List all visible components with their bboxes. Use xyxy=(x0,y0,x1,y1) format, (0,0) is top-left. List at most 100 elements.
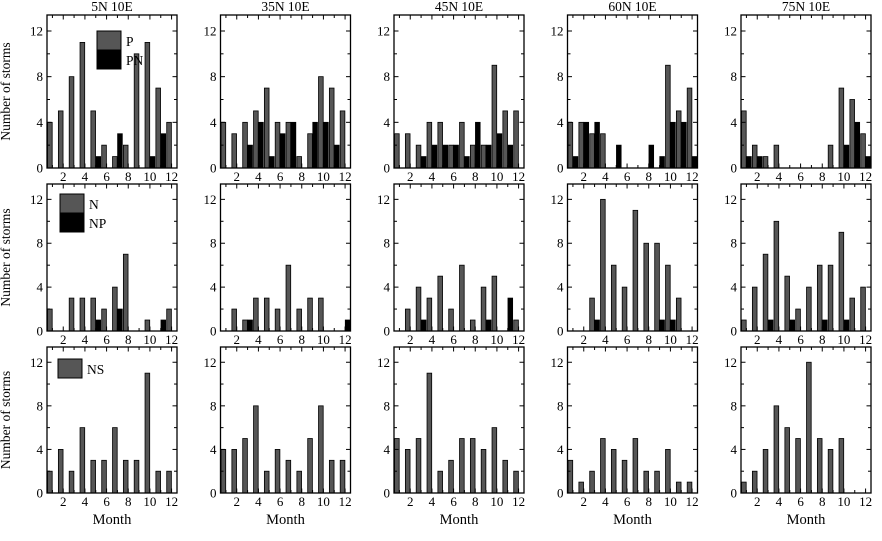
y-tick-label-r3c3-0: 0 xyxy=(384,486,391,501)
x-tick-label-r2c3-2: 2 xyxy=(407,332,414,347)
bar-r1c5-P-month4 xyxy=(773,144,780,169)
x-tick-label-r2c5-6: 6 xyxy=(797,332,804,347)
x-tick-label-r1c3-10: 10 xyxy=(490,169,503,184)
x-tick-label-r2c1-6: 6 xyxy=(103,332,110,347)
x-tick-label-r3c5-2: 2 xyxy=(754,494,761,509)
bar-r3c5-NS-month8 xyxy=(816,438,823,494)
x-tick-label-r3c3-10: 10 xyxy=(490,494,503,509)
y-tick-label-r3c4-8: 8 xyxy=(557,398,564,413)
x-tick-label-r2c2-4: 4 xyxy=(255,332,262,347)
bar-r2c3-N-month3 xyxy=(415,286,422,332)
bar-r2c2-N-month3 xyxy=(242,319,248,332)
bar-r1c3-PN-month4 xyxy=(431,144,438,169)
y-tick-label-r2c5-12: 12 xyxy=(724,192,737,207)
legend-swatch-NP xyxy=(59,212,85,233)
axes-frame-r2c5 xyxy=(740,183,872,332)
bar-r3c5-NS-month3 xyxy=(762,449,769,494)
x-tick-label-r1c4-12: 12 xyxy=(686,169,699,184)
bar-r3c1-NS-month7 xyxy=(112,427,118,494)
y-tick-label-r2c4-12: 12 xyxy=(551,192,564,207)
bar-r2c3-NP-month9 xyxy=(485,319,492,332)
axes-frame-r3c5 xyxy=(740,346,872,494)
y-tick-label-r3c5-8: 8 xyxy=(731,398,738,413)
bar-r1c4-PN-month2 xyxy=(583,121,590,169)
bar-r2c1-N-month6 xyxy=(101,308,107,332)
x-tick-label-r1c2-8: 8 xyxy=(299,169,306,184)
bar-r3c1-NS-month8 xyxy=(122,459,129,494)
y-tick-label-r1c3-8: 8 xyxy=(384,69,391,84)
y-tick-label-r3c2-4: 4 xyxy=(210,442,217,457)
y-tick-label-r2c1-4: 4 xyxy=(37,280,44,295)
bar-r2c5-N-month4 xyxy=(773,220,780,332)
bar-r2c1-N-month10 xyxy=(144,319,151,332)
bar-r1c4-PN-month11 xyxy=(681,121,687,169)
bar-r2c3-N-month4 xyxy=(426,297,433,332)
bar-r1c1-P-month2 xyxy=(57,110,64,169)
y-tick-label-r2c3-8: 8 xyxy=(384,236,391,251)
bar-r1c2-P-month8 xyxy=(296,156,302,169)
bar-r1c2-P-month5 xyxy=(263,87,270,169)
bar-r2c3-N-month10 xyxy=(491,275,498,332)
y-tick-label-r3c5-0: 0 xyxy=(731,486,738,501)
y-tick-label-r1c3-4: 4 xyxy=(384,115,391,130)
bar-r1c2-PN-month9 xyxy=(312,121,318,169)
bar-r2c4-NP-month3 xyxy=(594,319,600,332)
bar-r1c3-PN-month9 xyxy=(485,144,492,169)
y-tick-label-r3c3-8: 8 xyxy=(384,398,391,413)
bar-r2c1-N-month12 xyxy=(166,308,172,332)
column-title-35n-10e: 35N 10E xyxy=(261,0,309,14)
bar-r2c1-N-month1 xyxy=(47,308,53,332)
x-tick-label-r3c3-8: 8 xyxy=(472,494,479,509)
bar-r2c4-N-month5 xyxy=(610,264,617,332)
bar-r2c5-N-month2 xyxy=(751,286,758,332)
bar-r1c4-P-month3 xyxy=(589,133,595,169)
bar-r1c5-P-month9 xyxy=(827,144,834,169)
bar-r2c5-N-month5 xyxy=(784,275,790,332)
y-tick-label-r1c2-0: 0 xyxy=(210,161,217,176)
bar-r2c3-N-month5 xyxy=(437,275,443,332)
y-tick-label-r2c2-4: 4 xyxy=(210,280,217,295)
y-axis-title-row3: Number of storms xyxy=(0,371,13,469)
column-title-60n-10e: 60N 10E xyxy=(608,0,656,14)
x-tick-label-r3c5-10: 10 xyxy=(837,494,850,509)
y-tick-label-r1c1-12: 12 xyxy=(30,23,43,38)
x-tick-label-r1c1-4: 4 xyxy=(82,169,89,184)
bar-r1c1-PN-month5 xyxy=(95,156,102,169)
bar-r3c5-NS-month9 xyxy=(827,449,834,494)
bar-r3c2-NS-month2 xyxy=(231,449,237,494)
x-tick-label-r3c3-12: 12 xyxy=(512,494,525,509)
y-tick-label-r2c4-8: 8 xyxy=(557,236,564,251)
bar-r2c2-NP-month3 xyxy=(247,319,253,332)
bar-r1c4-P-month10 xyxy=(665,64,671,169)
y-tick-label-r1c4-0: 0 xyxy=(557,161,564,176)
bar-r3c1-NS-month3 xyxy=(68,470,75,494)
y-tick-label-r1c5-8: 8 xyxy=(731,69,738,84)
bar-r2c1-NP-month5 xyxy=(95,319,102,332)
bar-r1c2-PN-month3 xyxy=(247,144,253,169)
bar-r3c3-NS-month4 xyxy=(426,372,433,494)
bar-r2c3-N-month2 xyxy=(404,308,411,332)
bar-r2c5-NP-month3 xyxy=(767,319,774,332)
axes-frame-r2c1 xyxy=(46,183,178,332)
bar-r1c1-PN-month7 xyxy=(117,133,123,169)
y-tick-label-r2c5-0: 0 xyxy=(731,324,738,339)
bar-r1c4-PN-month10 xyxy=(670,121,676,169)
x-tick-label-r2c1-8: 8 xyxy=(125,332,132,347)
legend-swatch-NS xyxy=(57,358,83,379)
bar-r3c5-NS-month10 xyxy=(838,438,845,494)
bar-r1c5-P-month3 xyxy=(762,156,769,169)
axes-frame-r3c1 xyxy=(46,346,178,494)
bar-r1c5-P-month1 xyxy=(741,110,747,169)
bar-r2c4-N-month7 xyxy=(632,209,639,332)
x-tick-label-r1c2-6: 6 xyxy=(277,169,284,184)
bar-r3c4-NS-month4 xyxy=(600,438,606,494)
y-tick-label-r2c1-0: 0 xyxy=(37,324,44,339)
x-tick-label-r3c1-8: 8 xyxy=(125,494,132,509)
bar-r3c4-NS-month7 xyxy=(632,438,639,494)
bar-r2c5-NP-month8 xyxy=(822,319,828,332)
y-tick-label-r1c5-12: 12 xyxy=(724,23,737,38)
bar-r1c1-P-month11 xyxy=(155,87,161,169)
x-tick-label-r3c5-6: 6 xyxy=(797,494,804,509)
bar-r1c2-P-month11 xyxy=(328,87,335,169)
